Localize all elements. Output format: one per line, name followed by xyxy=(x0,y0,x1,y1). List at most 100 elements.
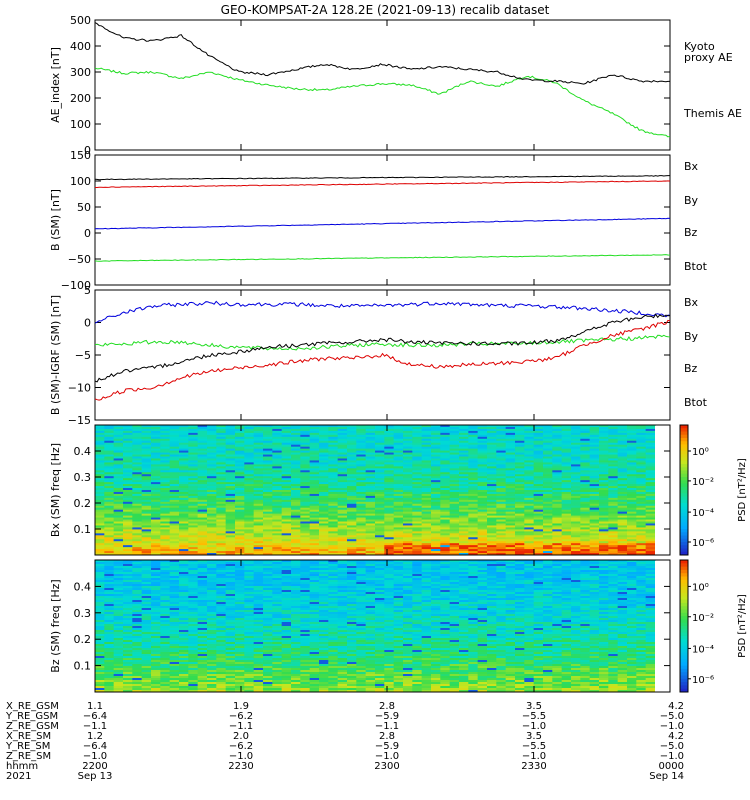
spectrogram-cell xyxy=(337,519,348,522)
spectrogram-cell xyxy=(580,462,591,465)
spectrogram-cell xyxy=(337,495,348,499)
spectrogram-cell xyxy=(580,535,591,538)
spectrogram-cell xyxy=(599,533,609,536)
spectrogram-cell xyxy=(337,493,348,497)
spectrogram-cell xyxy=(216,425,227,428)
spectrogram-cell xyxy=(104,434,115,438)
spectrogram-cell xyxy=(431,446,441,450)
spectrogram-cell xyxy=(365,495,376,499)
spectrogram-cell xyxy=(253,513,264,517)
spectrogram-cell xyxy=(608,491,619,495)
spectrogram-cell xyxy=(113,432,124,436)
spectrogram-cells xyxy=(95,425,656,556)
spectrogram-cell xyxy=(151,446,161,450)
spectrogram-cell xyxy=(207,626,217,629)
spectrogram-cell xyxy=(207,614,217,617)
spectrogram-cell xyxy=(403,476,413,479)
spectrogram-cell xyxy=(272,442,283,446)
spectrogram-cell xyxy=(160,545,171,548)
spectrogram-cell xyxy=(207,632,217,635)
spectrogram-cell xyxy=(169,545,180,548)
spectrogram-cell xyxy=(207,545,217,548)
spectrogram-cell xyxy=(365,470,376,473)
spectrogram-cell xyxy=(505,543,516,546)
spectrogram-cell xyxy=(524,444,535,448)
spectrogram-cell xyxy=(95,632,105,635)
spectrogram-cell xyxy=(375,448,385,452)
spectrogram-cell xyxy=(235,529,245,532)
spectrogram-cell xyxy=(477,551,488,554)
spectrogram-cell xyxy=(207,493,217,497)
spectrogram-cell xyxy=(505,488,516,491)
spectrogram-cell xyxy=(459,519,469,522)
spectrogram-cell xyxy=(375,535,385,538)
spectrogram-cell xyxy=(179,456,189,459)
spectrogram-cell xyxy=(384,517,395,520)
spectrogram-cell xyxy=(645,482,656,485)
spectrogram-cell xyxy=(188,590,199,593)
spectrogram-cell xyxy=(543,425,553,428)
spectrogram-cell xyxy=(253,478,264,481)
spectrogram-cell xyxy=(179,513,189,517)
spectrogram-cell xyxy=(543,464,553,467)
spectrogram-cell xyxy=(207,602,217,605)
spectrogram-cell xyxy=(141,624,152,627)
spectrogram-cell xyxy=(403,486,413,489)
spectrogram-cell xyxy=(151,596,161,599)
spectrogram-cell xyxy=(141,458,152,461)
spectrogram-cell xyxy=(281,482,292,485)
spectrogram-cell xyxy=(515,428,525,432)
spectrogram-cell xyxy=(319,458,329,461)
spectrogram-cell xyxy=(123,436,133,440)
spectrogram-cell xyxy=(95,678,105,681)
spectrogram-cell xyxy=(449,517,460,520)
spectrogram-cell xyxy=(123,549,133,552)
spectrogram-cell xyxy=(421,519,432,522)
spectrogram-cell xyxy=(141,525,152,528)
spectrogram-cell xyxy=(235,545,245,548)
spectrogram-cell xyxy=(188,672,199,675)
spectrogram-cell xyxy=(505,480,516,483)
spectrogram-cell xyxy=(384,501,395,505)
spectrogram-cell xyxy=(179,598,189,601)
spectrogram-cell xyxy=(272,505,283,509)
spectrogram-cell xyxy=(151,628,161,631)
spectrogram-cell xyxy=(421,428,432,432)
spectrogram-cell xyxy=(636,468,647,471)
spectrogram-cell xyxy=(533,549,544,552)
spectrogram-cell xyxy=(141,638,152,641)
spectrogram-cell xyxy=(627,446,637,450)
spectrogram-cell xyxy=(104,648,115,651)
spectrogram-cell xyxy=(113,612,124,615)
spectrogram-cell xyxy=(589,442,600,446)
spectrogram-cell xyxy=(207,541,217,544)
spectrogram-cell xyxy=(524,425,535,428)
spectrogram-cell xyxy=(197,539,208,542)
spectrogram-cell xyxy=(375,428,385,432)
colorbar-cell xyxy=(680,499,688,504)
spectrogram-cell xyxy=(300,527,311,530)
spectrogram-cell xyxy=(449,462,460,465)
spectrogram-cell xyxy=(235,476,245,479)
spectrogram-cell xyxy=(179,503,189,507)
spectrogram-cell xyxy=(403,505,413,509)
spectrogram-cell xyxy=(207,551,217,554)
spectrogram-cell xyxy=(263,434,273,438)
spectrogram-cell xyxy=(253,454,264,457)
spectrogram-cell xyxy=(477,472,488,475)
spectrogram-cell xyxy=(300,513,311,517)
spectrogram-cell xyxy=(356,503,367,507)
spectrogram-cell xyxy=(393,509,404,513)
spectrogram-cell xyxy=(188,448,199,452)
spectrogram-cell xyxy=(272,511,283,515)
spectrogram-cell xyxy=(328,426,339,430)
spectrogram-cell xyxy=(197,474,208,477)
spectrogram-cell xyxy=(235,539,245,542)
spectrogram-cell xyxy=(477,503,488,507)
spectrogram-cell xyxy=(151,578,161,581)
spectrogram-cell xyxy=(552,446,563,450)
spectrogram-cell xyxy=(393,488,404,491)
spectrogram-cell xyxy=(216,466,227,469)
spectrogram-cell xyxy=(197,672,208,675)
spectrogram-cell xyxy=(309,537,320,540)
